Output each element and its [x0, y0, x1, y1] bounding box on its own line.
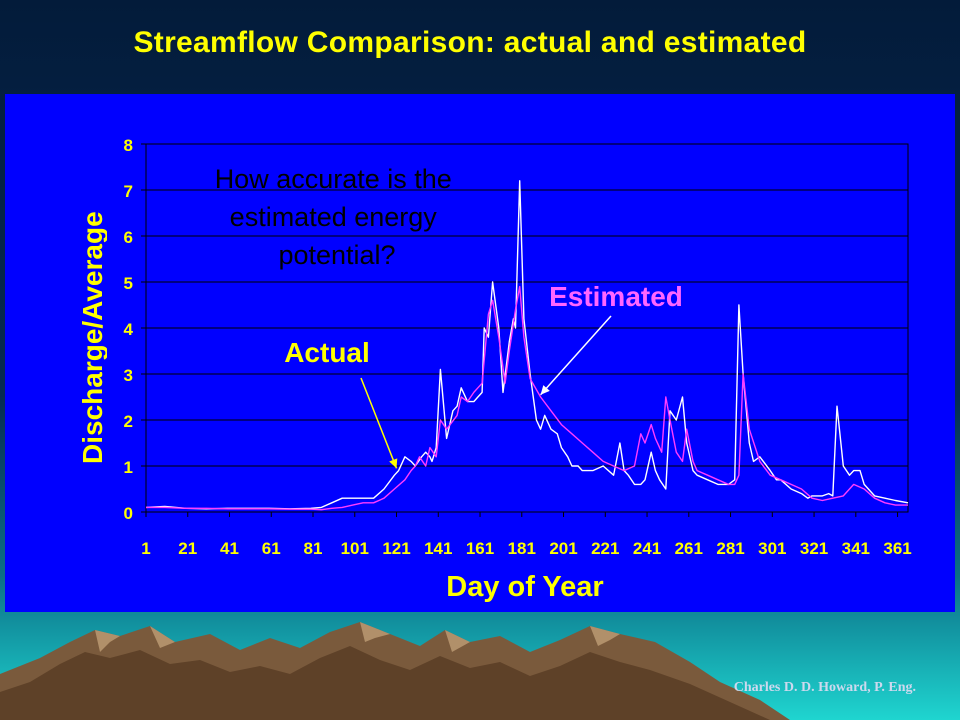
x-tick-label: 361	[883, 539, 911, 558]
y-axis-title: Discharge/Average	[77, 211, 108, 464]
y-tick-label: 3	[124, 366, 133, 385]
x-tick-label: 261	[675, 539, 703, 558]
x-tick-label: 101	[341, 539, 369, 558]
y-tick-label: 1	[124, 458, 133, 477]
y-tick-label: 5	[124, 274, 133, 293]
actual-annotation: Actual	[284, 337, 370, 368]
y-tick-label: 7	[124, 182, 133, 201]
y-tick-label: 8	[124, 136, 133, 155]
question-annotation: How accurate is the estimated energy pot…	[215, 164, 460, 270]
x-tick-label: 181	[508, 539, 536, 558]
y-tick-label: 6	[124, 228, 133, 247]
x-tick-label: 321	[800, 539, 828, 558]
actual-arrow-head	[389, 458, 398, 469]
x-tick-label: 21	[178, 539, 197, 558]
x-tick-label: 1	[141, 539, 150, 558]
x-tick-label: 81	[304, 539, 323, 558]
x-tick-label: 41	[220, 539, 239, 558]
x-tick-label: 341	[842, 539, 870, 558]
x-axis-title: Day of Year	[446, 571, 603, 603]
estimated-arrow-head	[540, 385, 550, 395]
estimated-series-line	[146, 285, 908, 511]
y-tick-label: 4	[124, 320, 134, 339]
estimated-arrow	[540, 315, 612, 396]
x-tick-label: 281	[716, 539, 744, 558]
mountain-illustration	[0, 622, 790, 720]
y-tick-label: 2	[124, 412, 133, 431]
x-tick-label: 301	[758, 539, 786, 558]
slide-title: Streamflow Comparison: actual and estima…	[133, 26, 807, 59]
x-tick-label: 121	[382, 539, 410, 558]
actual-arrow	[360, 377, 398, 469]
estimated-annotation: Estimated	[549, 281, 683, 312]
x-tick-label: 241	[633, 539, 661, 558]
x-tick-label: 161	[466, 539, 494, 558]
x-tick-label: 221	[591, 539, 619, 558]
y-tick-label: 0	[124, 504, 133, 523]
x-tick-label: 141	[424, 539, 452, 558]
x-tick-label: 201	[549, 539, 577, 558]
author-credit: Charles D. D. Howard, P. Eng.	[733, 680, 916, 695]
x-tick-label: 61	[262, 539, 281, 558]
